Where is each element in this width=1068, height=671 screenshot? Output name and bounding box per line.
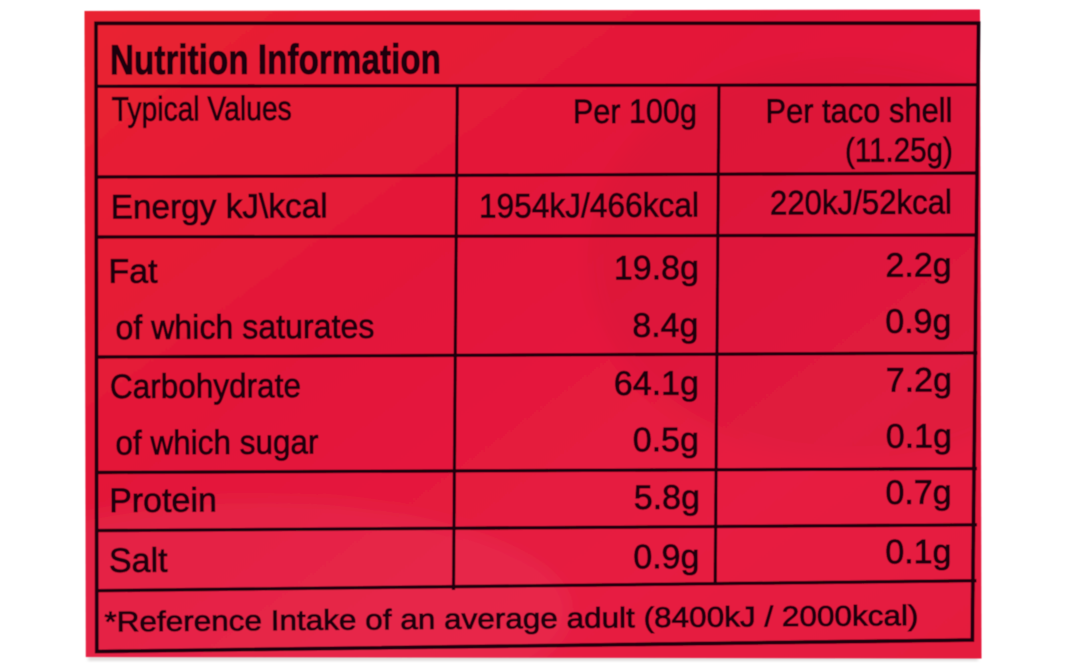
svg-text:Per 100g: Per 100g — [573, 93, 697, 132]
svg-text:8.4g: 8.4g — [632, 307, 698, 345]
svg-text:Energy kJ\kcal: Energy kJ\kcal — [111, 187, 328, 226]
svg-text:*Reference Intake of an averag: *Reference Intake of an average adult (8… — [104, 600, 918, 638]
svg-text:220kJ/52kcal: 220kJ/52kcal — [770, 184, 952, 223]
svg-text:0.7g: 0.7g — [885, 474, 951, 512]
svg-text:0.1g: 0.1g — [885, 533, 951, 571]
svg-text:of which saturates: of which saturates — [115, 308, 374, 347]
svg-text:1954kJ/466kcal: 1954kJ/466kcal — [479, 187, 699, 226]
svg-text:0.9g: 0.9g — [633, 538, 699, 576]
svg-text:of which sugar: of which sugar — [115, 423, 318, 462]
svg-text:0.1g: 0.1g — [886, 417, 952, 455]
svg-text:0.9g: 0.9g — [885, 303, 951, 341]
svg-text:Carbohydrate: Carbohydrate — [110, 367, 301, 406]
svg-text:(11.25g): (11.25g) — [845, 131, 953, 170]
svg-text:Typical Values: Typical Values — [112, 90, 292, 129]
svg-text:64.1g: 64.1g — [614, 365, 699, 403]
svg-text:Salt: Salt — [109, 542, 168, 580]
svg-text:Protein: Protein — [109, 481, 217, 520]
svg-text:0.5g: 0.5g — [633, 421, 699, 459]
svg-text:19.8g: 19.8g — [614, 249, 699, 287]
svg-text:Nutrition Information: Nutrition Information — [110, 35, 441, 83]
svg-text:2.2g: 2.2g — [885, 246, 951, 284]
svg-text:5.8g: 5.8g — [634, 479, 700, 517]
svg-text:7.2g: 7.2g — [886, 361, 952, 399]
svg-text:Fat: Fat — [108, 253, 158, 291]
svg-text:Per taco shell: Per taco shell — [765, 92, 952, 131]
